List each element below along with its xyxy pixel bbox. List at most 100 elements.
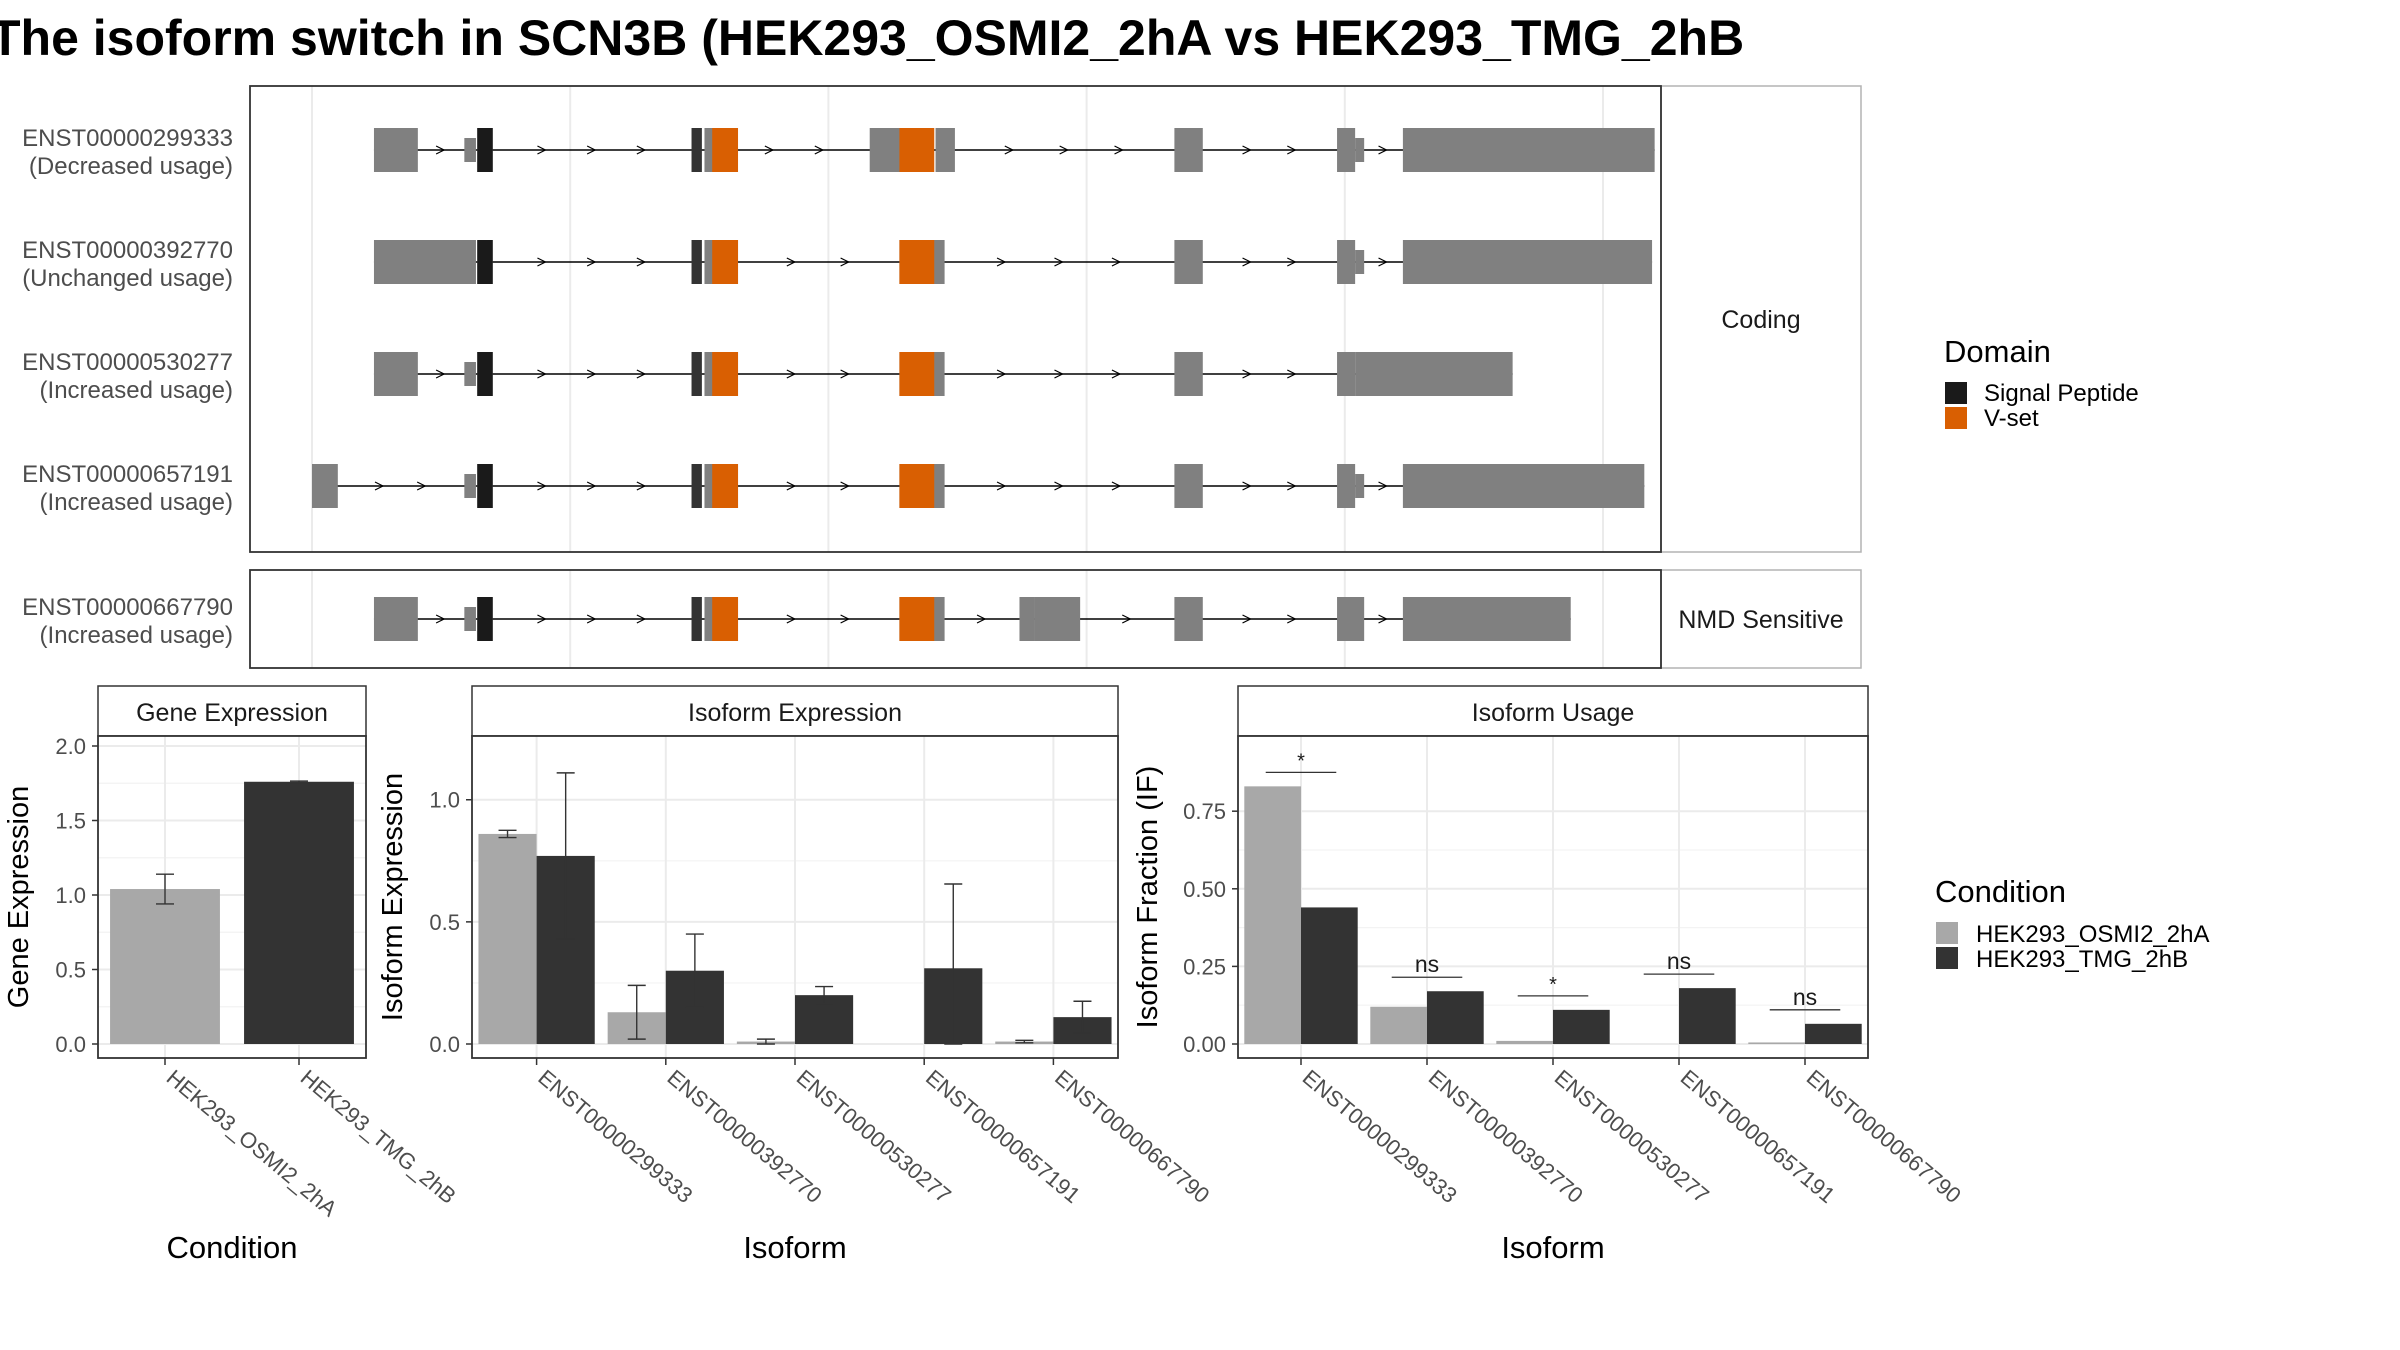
y-tick-label: 0.0 [429, 1032, 460, 1057]
exon-block [1174, 128, 1203, 172]
intron-direction-arrow [840, 369, 850, 379]
v-set-domain [899, 464, 935, 508]
v-set-domain [712, 128, 739, 172]
bar [110, 889, 220, 1044]
intron-direction-arrow [1054, 481, 1064, 491]
intron-direction-arrow [1122, 614, 1132, 624]
intron-direction-arrow [586, 257, 597, 267]
intron-direction-arrow [537, 145, 547, 155]
intron-direction-arrow [586, 481, 597, 491]
transcript-row: ENST00000299333(Decreased usage) [22, 125, 1655, 180]
exon-cap [691, 597, 702, 641]
intron-direction-arrow [1378, 614, 1388, 624]
intron-direction-arrow [636, 481, 647, 491]
intron-direction-arrow [435, 369, 446, 379]
intron-direction-arrow [786, 614, 797, 624]
exon-block [373, 597, 418, 641]
intron-direction-arrow [1054, 369, 1064, 379]
v-set-domain [899, 240, 935, 284]
intron-direction-arrow [1242, 481, 1252, 491]
intron-direction-arrow [1287, 369, 1297, 379]
v-set-domain [899, 128, 935, 172]
exon-block [1337, 597, 1365, 641]
y-tick-label: 0.00 [1183, 1032, 1226, 1057]
intron-direction-arrow [1004, 145, 1015, 155]
legend-swatch [1945, 407, 1967, 429]
y-tick-label: 1.0 [429, 788, 460, 813]
legend-label: HEK293_OSMI2_2hA [1976, 921, 2209, 948]
transcript-row: ENST00000657191(Increased usage) [22, 461, 1645, 516]
bar [1679, 988, 1736, 1044]
facet-strip-label: Isoform Usage [1472, 699, 1635, 727]
y-tick-label: 0.5 [55, 958, 86, 983]
v-set-domain [712, 352, 739, 396]
exon-block [373, 352, 418, 396]
exon-block [935, 128, 955, 172]
intron-direction-arrow [1114, 145, 1124, 155]
facet-strip [1237, 685, 1869, 737]
facet-strip [1660, 85, 1862, 553]
exon-block [1402, 597, 1571, 641]
intron-direction-arrow [786, 257, 797, 267]
signal-peptide-domain [477, 240, 493, 284]
figure-title: The isoform switch in SCN3B (HEK293_OSMI… [0, 10, 1744, 66]
intron-direction-arrow [537, 369, 547, 379]
intron-direction-arrow [1287, 257, 1297, 267]
transcript-usage-label: (Increased usage) [40, 377, 233, 404]
intron-direction-arrow [636, 145, 647, 155]
exon-block [1337, 240, 1356, 284]
error-bar [685, 933, 704, 1009]
intron-direction-arrow [1111, 481, 1122, 491]
exon-block [312, 464, 338, 508]
x-axis-title: Isoform [1501, 1230, 1604, 1265]
x-axis-title: Condition [167, 1230, 298, 1265]
exon-block [464, 474, 476, 498]
exon-block [1355, 352, 1513, 396]
facet-strip-label: Coding [1721, 306, 1800, 334]
bar [1427, 991, 1484, 1044]
intron-direction-arrow [786, 481, 797, 491]
exon-block [1019, 597, 1035, 641]
exon-block [373, 240, 476, 284]
intron-direction-arrow [1054, 257, 1064, 267]
facet-strip [1660, 569, 1862, 669]
facet-strip-label: Isoform Expression [688, 699, 902, 727]
intron-direction-arrow [840, 257, 850, 267]
intron-direction-arrow [1378, 145, 1388, 155]
intron-direction-arrow [586, 369, 597, 379]
facet-strip [97, 685, 367, 737]
exon-block [1337, 128, 1356, 172]
intron-direction-arrow [814, 145, 825, 155]
panel-border [249, 569, 1662, 669]
bar [1301, 907, 1358, 1044]
y-tick-label: 0.0 [55, 1032, 86, 1057]
v-set-domain [712, 597, 739, 641]
exon-block [373, 128, 418, 172]
signal-peptide-domain [477, 464, 493, 508]
intron-direction-arrow [976, 614, 987, 624]
exon-block [464, 138, 476, 162]
transcript-row: ENST00000667790(Increased usage) [22, 594, 1571, 649]
significance-label: ns [1793, 984, 1817, 1010]
v-set-domain [712, 240, 739, 284]
y-tick-label: 1.0 [55, 883, 86, 908]
x-axis-title: Isoform [743, 1230, 846, 1265]
transcript-usage-label: (Increased usage) [40, 489, 233, 516]
y-axis-title: Isoform Expression [377, 773, 409, 1021]
error-bar [1073, 1000, 1092, 1034]
y-axis-title: Gene Expression [3, 786, 35, 1008]
v-set-domain [712, 464, 739, 508]
y-tick-label: 1.5 [55, 809, 86, 834]
signal-peptide-domain [477, 352, 493, 396]
signal-peptide-domain [477, 128, 493, 172]
transcript-id-label: ENST00000299333 [22, 125, 233, 152]
intron-direction-arrow [586, 145, 597, 155]
facet-strip-label: NMD Sensitive [1678, 606, 1843, 634]
exon-block [464, 607, 476, 631]
bar [478, 833, 537, 1044]
intron-direction-arrow [1378, 481, 1388, 491]
intron-direction-arrow [636, 369, 647, 379]
